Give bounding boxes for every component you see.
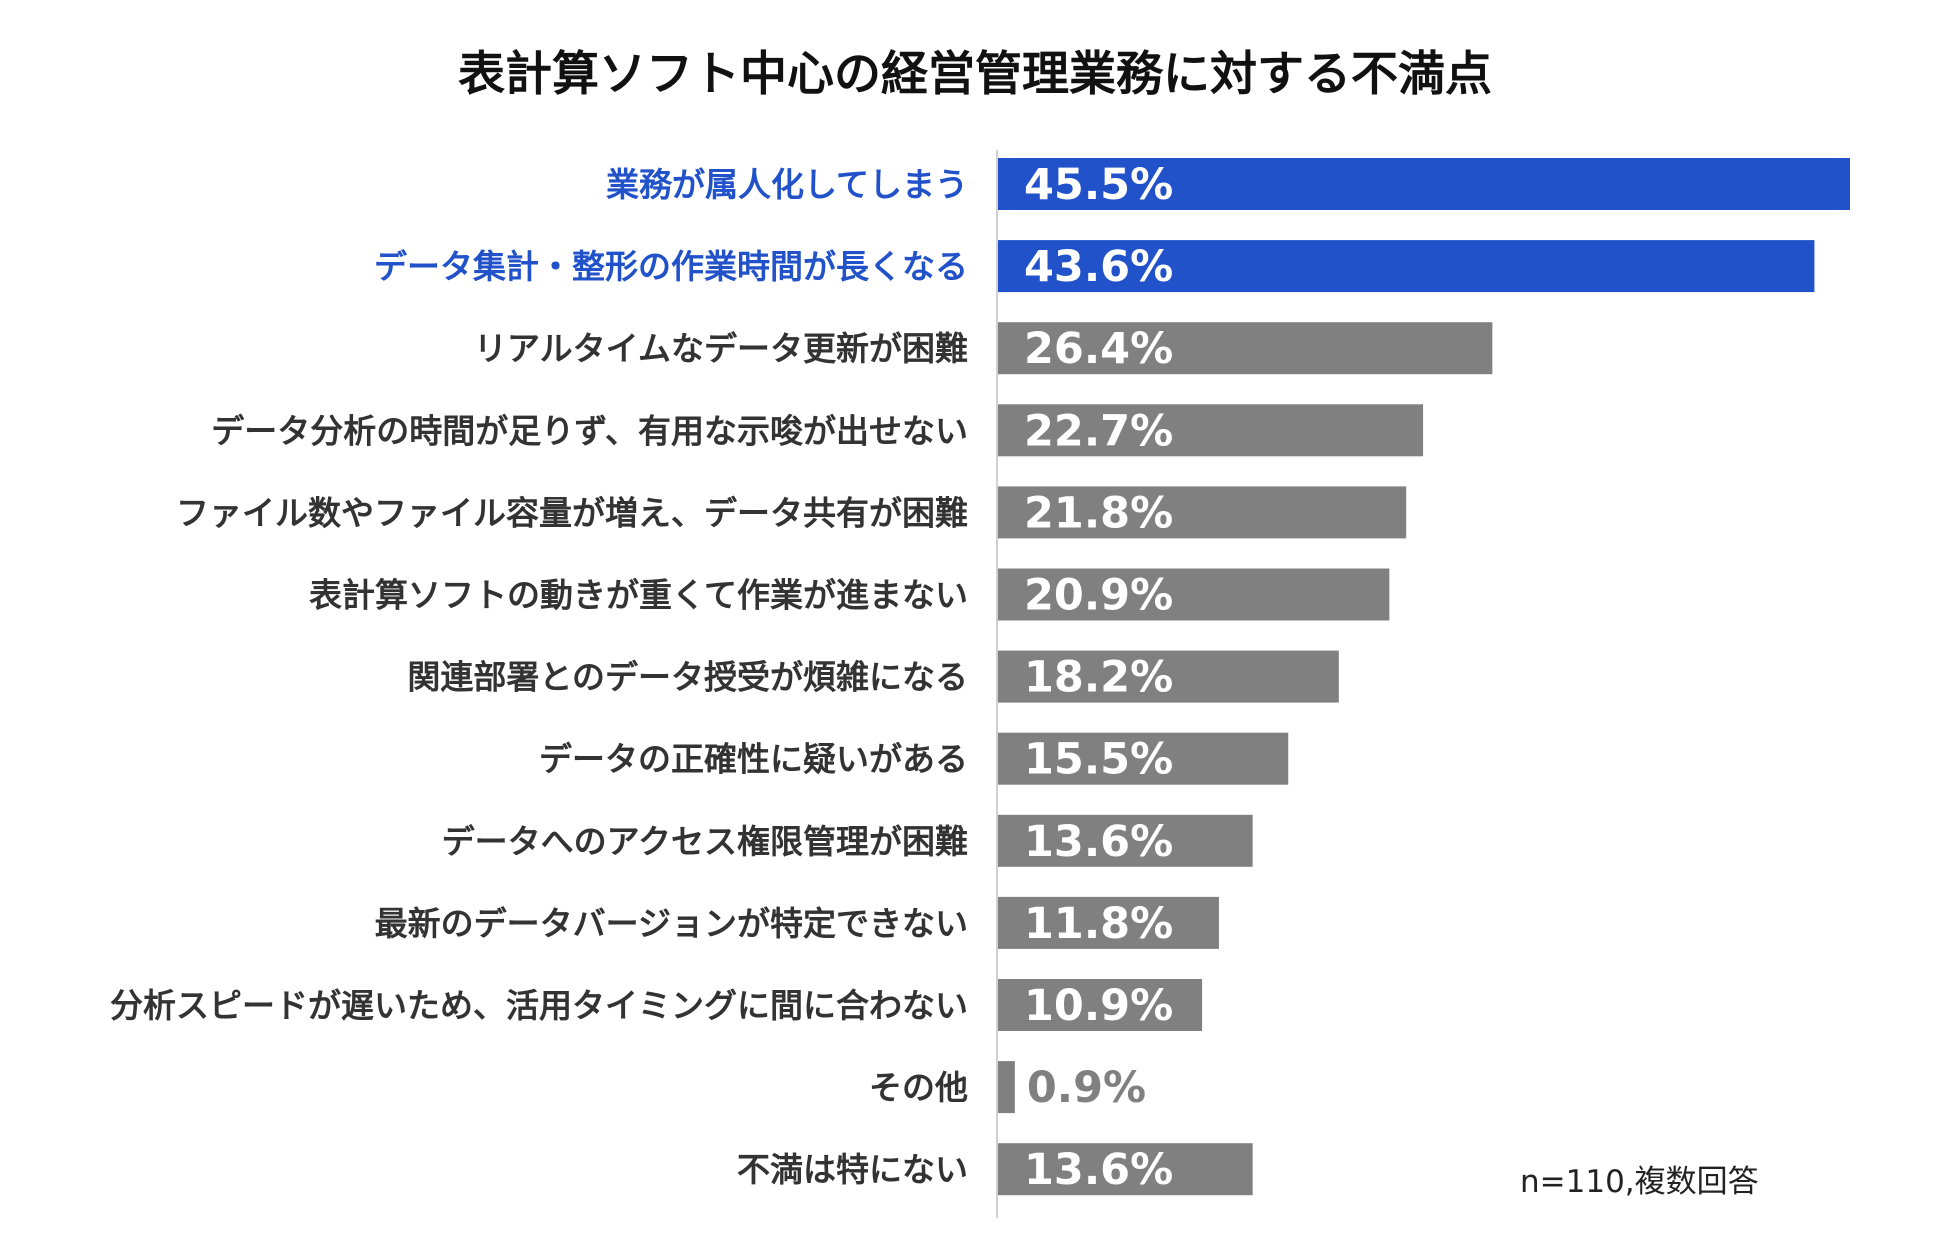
value-label-1: 45.5% [1024, 160, 1173, 210]
value-label-5: 21.8% [1024, 488, 1173, 538]
value-label-13: 13.6% [1024, 1145, 1173, 1195]
bar-3 [998, 322, 1493, 375]
category-label-12: その他 [869, 1068, 968, 1107]
value-label-3: 26.4% [1024, 324, 1173, 374]
value-label-2: 43.6% [1024, 242, 1173, 292]
category-label-1: 業務が属人化してしまう [606, 165, 968, 204]
bar-7 [998, 650, 1339, 703]
category-label-10: 最新のデータバージョンが特定できない [375, 904, 968, 943]
category-label-2: データ集計・整形の作業時間が長くなる [374, 247, 968, 286]
bar-1 [998, 158, 1850, 210]
value-label-8: 15.5% [1024, 735, 1173, 785]
bar-4 [998, 404, 1424, 457]
category-label-3: リアルタイムなデータ更新が困難 [474, 329, 968, 368]
bar-9 [998, 814, 1253, 867]
category-label-11: 分析スピードが遅いため、活用タイミングに間に合わない [110, 986, 968, 1025]
bar-2 [998, 240, 1815, 293]
bar-6 [998, 568, 1390, 621]
category-label-4: データ分析の時間が足りず、有用な示唆が出せない [211, 411, 968, 450]
value-label-7: 18.2% [1024, 653, 1173, 703]
value-label-10: 11.8% [1024, 899, 1173, 949]
category-label-8: データの正確性に疑いがある [539, 740, 968, 779]
value-label-9: 13.6% [1024, 817, 1173, 867]
sample-note: n=110,複数回答 [1520, 1164, 1759, 1200]
value-label-4: 22.7% [1024, 406, 1173, 456]
category-label-6: 表計算ソフトの動きが重くて作業が進まない [309, 576, 968, 615]
bar-12 [998, 1061, 1015, 1114]
category-label-9: データへのアクセス権限管理が困難 [442, 822, 968, 861]
bar-10 [998, 896, 1219, 949]
bar-8 [998, 732, 1289, 785]
category-label-13: 不満は特にない [737, 1150, 968, 1189]
value-label-12: 0.9% [1027, 1063, 1146, 1113]
value-label-6: 20.9% [1024, 571, 1173, 621]
bar-11 [998, 979, 1203, 1031]
chart-title: 表計算ソフト中心の経営管理業務に対する不満点 [458, 47, 1492, 102]
bar-13 [998, 1143, 1253, 1196]
category-label-5: ファイル数やファイル容量が増え、データ共有が困難 [176, 493, 968, 532]
category-label-7: 関連部署とのデータ授受が煩雑になる [407, 658, 968, 697]
value-label-11: 10.9% [1024, 981, 1173, 1031]
bar-5 [998, 486, 1407, 539]
